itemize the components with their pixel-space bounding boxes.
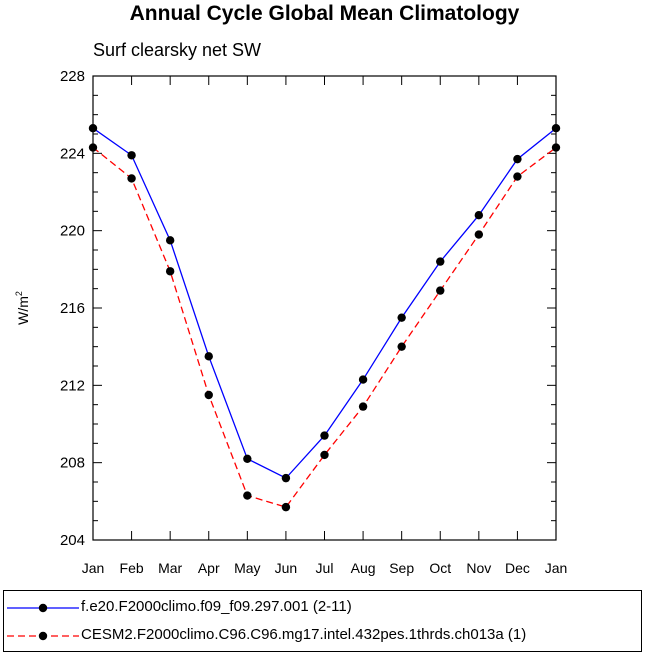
series-2-point [88, 143, 98, 152]
legend-swatch-series-2 [7, 631, 79, 641]
y-tick-label: 204 [60, 532, 85, 549]
series-1-point [127, 151, 136, 160]
series-2-point [474, 230, 484, 239]
y-axis-label: W/m2 [14, 291, 31, 325]
series-2-point [243, 491, 252, 500]
series-1-point [358, 375, 368, 384]
series-1-point [436, 257, 445, 266]
series-2-point [127, 174, 136, 183]
x-tick-label: Mar [158, 560, 182, 576]
y-tick-label: 224 [60, 145, 85, 162]
series-1-point [474, 211, 484, 220]
line-chart: W/m2 204 208 212 216 220 224 228 Jan Feb Mar Apr Ma… [14, 68, 568, 576]
x-tick-label: Sep [389, 560, 414, 576]
y-axis-label-superscript: 2 [14, 291, 24, 296]
series-2-point [320, 450, 329, 460]
y-tick-label: 216 [60, 300, 85, 317]
y-tick-label: 228 [60, 68, 85, 85]
y-tick-label: 212 [60, 377, 85, 394]
chart-title: Annual Cycle Global Mean Climatology [129, 2, 520, 25]
y-tick-label: 208 [60, 455, 85, 472]
series-1-point [281, 473, 291, 483]
x-tick-label: Nov [466, 560, 491, 576]
series-2-point [397, 342, 406, 351]
series-2-point [436, 286, 445, 295]
legend-item-series-2: CESM2.F2000climo.C96.C96.mg17.intel.432p… [4, 623, 641, 649]
x-tick-label: May [234, 560, 260, 576]
series-2-point [358, 402, 368, 411]
legend: f.e20.F2000climo.f09_f09.297.001 (2-11) … [3, 590, 642, 652]
legend-item-series-1: f.e20.F2000climo.f09_f09.297.001 (2-11) [4, 595, 641, 621]
series-1-point [513, 154, 522, 164]
series-1-point [243, 454, 252, 463]
legend-label-series-1: f.e20.F2000climo.f09_f09.297.001 (2-11) [81, 598, 352, 615]
series-2-point [281, 502, 291, 512]
x-tick-label: Aug [351, 560, 376, 576]
legend-swatch-series-1 [7, 603, 79, 613]
series-1-point [397, 313, 406, 322]
x-tick-label: Apr [198, 560, 220, 576]
x-tick-label: Feb [120, 560, 144, 576]
series-2-point [551, 143, 561, 152]
x-tick-label: Oct [429, 560, 451, 576]
x-tick-label: Jan [82, 560, 105, 576]
series-line-1 [92, 127, 557, 479]
legend-label-series-2: CESM2.F2000climo.C96.C96.mg17.intel.432p… [81, 626, 527, 643]
plot-frame [92, 75, 557, 541]
series-2-point [513, 172, 522, 181]
chart-subtitle: Surf clearsky net SW [93, 40, 262, 60]
series-1-point [165, 236, 175, 245]
series-1-point [88, 124, 98, 133]
y-axis-label-text: W/m [15, 296, 31, 325]
series-1-point [551, 124, 561, 133]
series-1-point [320, 431, 329, 440]
series-2-point [204, 390, 213, 400]
y-tick-label: 220 [60, 223, 85, 240]
x-tick-label: Jun [275, 560, 298, 576]
x-tick-label: Jul [316, 560, 334, 576]
x-tick-label: Jan [545, 560, 568, 576]
series-1-point [204, 352, 213, 361]
x-tick-label: Dec [505, 560, 530, 576]
series-2-point [165, 267, 175, 276]
